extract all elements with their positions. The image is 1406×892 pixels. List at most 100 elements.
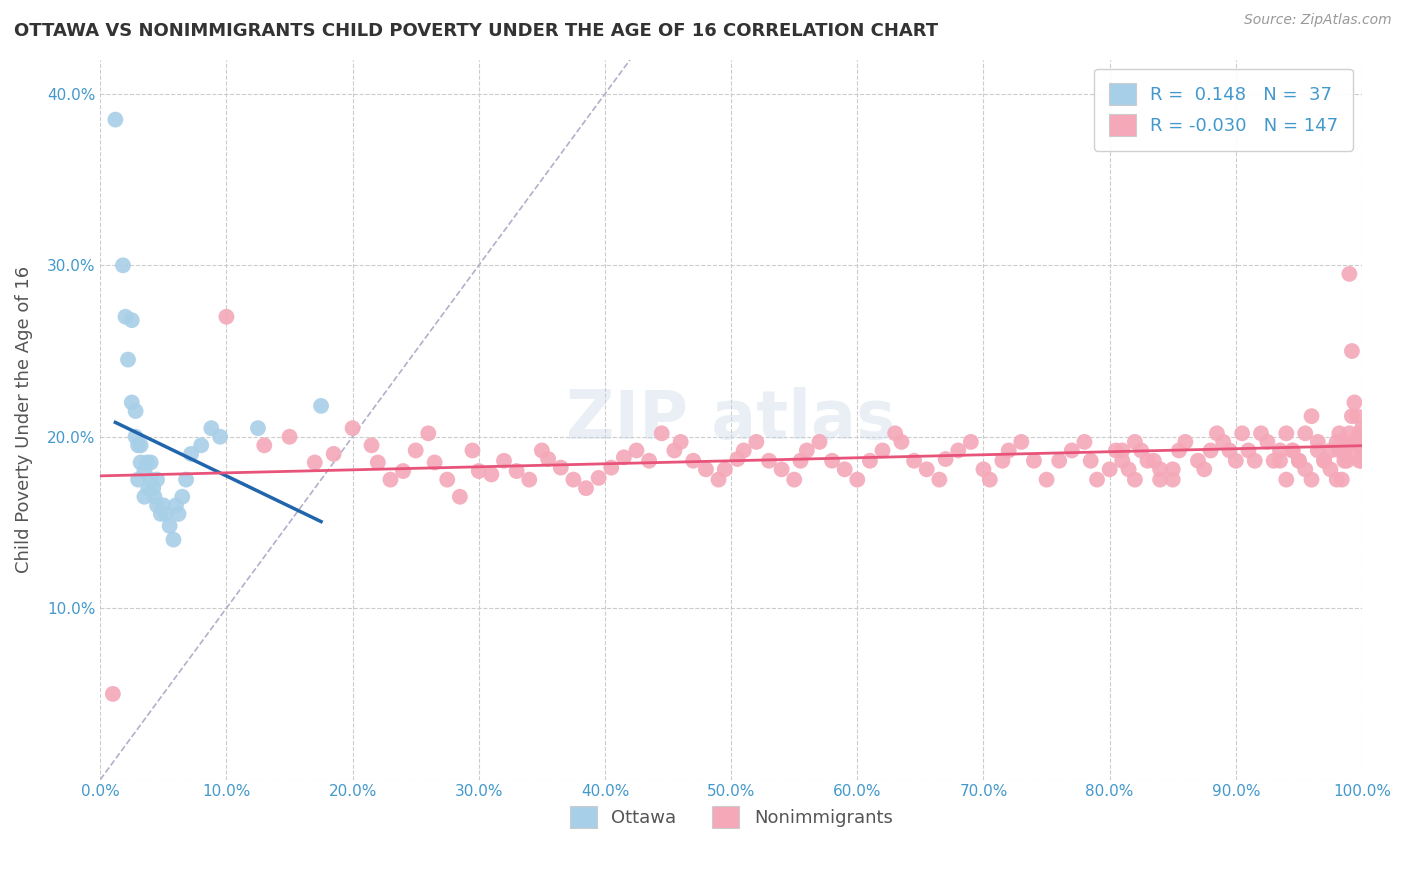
Point bbox=[129, 455, 152, 469]
Point bbox=[162, 533, 184, 547]
Point bbox=[149, 507, 172, 521]
Point bbox=[1326, 473, 1348, 487]
Point bbox=[1275, 473, 1298, 487]
Point bbox=[101, 687, 124, 701]
Point bbox=[972, 462, 994, 476]
Point bbox=[1237, 443, 1260, 458]
Point bbox=[468, 464, 491, 478]
Point bbox=[1288, 454, 1310, 468]
Point bbox=[1336, 454, 1358, 468]
Point bbox=[725, 452, 748, 467]
Point bbox=[380, 473, 402, 487]
Point bbox=[517, 473, 540, 487]
Point bbox=[1326, 434, 1348, 449]
Point bbox=[1294, 426, 1316, 441]
Point bbox=[1073, 434, 1095, 449]
Point bbox=[124, 404, 146, 418]
Point bbox=[117, 352, 139, 367]
Point bbox=[537, 452, 560, 467]
Point bbox=[714, 462, 737, 476]
Point bbox=[127, 438, 149, 452]
Point bbox=[139, 455, 162, 469]
Point bbox=[1339, 267, 1361, 281]
Point bbox=[136, 481, 159, 495]
Text: OTTAWA VS NONIMMIGRANTS CHILD POVERTY UNDER THE AGE OF 16 CORRELATION CHART: OTTAWA VS NONIMMIGRANTS CHILD POVERTY UN… bbox=[14, 22, 938, 40]
Point bbox=[808, 434, 831, 449]
Point bbox=[1085, 473, 1108, 487]
Point bbox=[121, 313, 143, 327]
Point bbox=[948, 443, 970, 458]
Point bbox=[1161, 473, 1184, 487]
Point bbox=[200, 421, 222, 435]
Point bbox=[1130, 443, 1153, 458]
Point bbox=[638, 454, 661, 468]
Point bbox=[890, 434, 912, 449]
Point bbox=[1098, 462, 1121, 476]
Point bbox=[1123, 434, 1146, 449]
Point bbox=[1143, 454, 1166, 468]
Point bbox=[1330, 434, 1353, 449]
Point bbox=[253, 438, 276, 452]
Point bbox=[1218, 443, 1240, 458]
Point bbox=[872, 443, 894, 458]
Point bbox=[1268, 443, 1291, 458]
Point bbox=[834, 462, 856, 476]
Point bbox=[209, 430, 232, 444]
Point bbox=[928, 473, 950, 487]
Point bbox=[1105, 443, 1128, 458]
Point bbox=[758, 454, 780, 468]
Point bbox=[1346, 443, 1368, 458]
Point bbox=[613, 450, 636, 465]
Point bbox=[562, 473, 585, 487]
Point bbox=[1351, 434, 1374, 449]
Point bbox=[322, 447, 344, 461]
Point bbox=[1339, 426, 1361, 441]
Point bbox=[1149, 462, 1171, 476]
Point bbox=[1047, 454, 1070, 468]
Point bbox=[1343, 395, 1365, 409]
Point bbox=[1288, 454, 1310, 468]
Point bbox=[1022, 454, 1045, 468]
Point bbox=[770, 462, 793, 476]
Point bbox=[492, 454, 515, 468]
Point bbox=[1263, 454, 1285, 468]
Point bbox=[152, 499, 174, 513]
Point bbox=[167, 507, 190, 521]
Point bbox=[180, 447, 202, 461]
Point bbox=[172, 490, 194, 504]
Point bbox=[1035, 473, 1057, 487]
Point bbox=[174, 473, 197, 487]
Point bbox=[1330, 473, 1353, 487]
Point bbox=[1123, 473, 1146, 487]
Point bbox=[1281, 443, 1303, 458]
Y-axis label: Child Poverty Under the Age of 16: Child Poverty Under the Age of 16 bbox=[15, 266, 32, 574]
Point bbox=[309, 399, 332, 413]
Point bbox=[367, 455, 389, 469]
Point bbox=[1118, 462, 1140, 476]
Point bbox=[915, 462, 938, 476]
Point bbox=[392, 464, 415, 478]
Point bbox=[796, 443, 818, 458]
Point bbox=[1306, 443, 1329, 458]
Point bbox=[342, 421, 364, 435]
Point bbox=[159, 519, 181, 533]
Point bbox=[846, 473, 869, 487]
Point bbox=[1319, 462, 1341, 476]
Point bbox=[146, 473, 169, 487]
Point bbox=[626, 443, 648, 458]
Point bbox=[1341, 344, 1364, 359]
Point bbox=[1333, 443, 1355, 458]
Point bbox=[190, 438, 212, 452]
Point bbox=[707, 473, 730, 487]
Point bbox=[436, 473, 458, 487]
Point bbox=[1351, 443, 1374, 458]
Point bbox=[1301, 473, 1323, 487]
Point bbox=[1329, 443, 1351, 458]
Point bbox=[1346, 409, 1368, 424]
Point bbox=[1199, 443, 1222, 458]
Point bbox=[1306, 434, 1329, 449]
Point bbox=[1348, 426, 1371, 441]
Point bbox=[129, 438, 152, 452]
Point bbox=[1187, 454, 1209, 468]
Point bbox=[1301, 409, 1323, 424]
